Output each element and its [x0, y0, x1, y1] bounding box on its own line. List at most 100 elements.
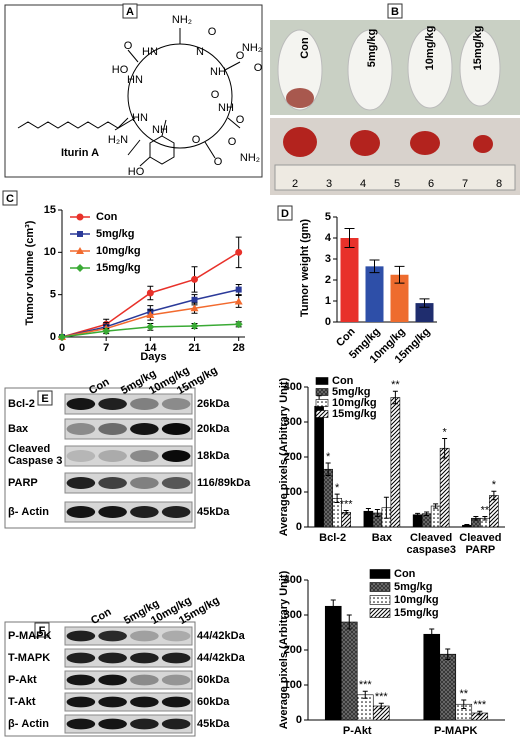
blot-band [98, 652, 127, 664]
marker [235, 286, 242, 293]
blot-band [130, 718, 159, 730]
atom-label: NH [210, 66, 226, 78]
panel-label-box [122, 3, 138, 19]
size-label: 18kDa [197, 450, 230, 462]
significance: ** [391, 379, 400, 391]
marker [146, 289, 154, 297]
error-bar [343, 510, 349, 515]
atom-label: HN [142, 46, 158, 58]
atom-label: O [228, 136, 237, 148]
atom-label: O [236, 50, 245, 62]
mice [277, 27, 501, 111]
bar [489, 495, 499, 528]
row-label: β- Actin [8, 718, 49, 730]
blot-band [130, 506, 159, 518]
size-label: 20kDa [197, 423, 230, 435]
panel-a-frame [4, 4, 263, 178]
blot-strip [64, 418, 193, 440]
row-label: T-Akt [8, 696, 36, 708]
blot-band [161, 506, 191, 518]
panel-label: C [6, 193, 14, 205]
error-bar [433, 503, 439, 509]
y-tick-label: 300 [284, 609, 302, 621]
lane-label: Con [89, 606, 114, 627]
atom-label: NH [152, 124, 168, 136]
atom-label: NH [218, 102, 234, 114]
error-bar [429, 628, 435, 640]
y-tick-label: 0 [296, 714, 302, 726]
mouse-label: 10mg/kg [424, 26, 436, 71]
legend-swatch [369, 569, 391, 579]
error-bar [419, 298, 430, 308]
ruler-number: 3 [326, 178, 332, 190]
ruler-number: 6 [428, 178, 434, 190]
x-tick-label: 14 [144, 342, 157, 354]
x-tick-label: P-Akt [342, 725, 372, 737]
blot-band [161, 630, 191, 642]
significance: * [335, 482, 340, 494]
legend-swatch [369, 608, 391, 618]
panel-label-box [37, 390, 53, 406]
panel-label-box [277, 205, 293, 221]
error-bar [334, 493, 340, 503]
y-axis-label: Average pixels (Arbitrary Unit) [278, 570, 290, 729]
blot-band [161, 674, 191, 686]
y-tick-label: 200 [284, 644, 302, 656]
blot-band [161, 718, 191, 730]
ruler-number: 7 [462, 178, 468, 190]
bar [340, 621, 358, 721]
tumors [283, 127, 493, 157]
error-bar [374, 509, 380, 517]
atom-label: O [254, 62, 263, 74]
y-tick-label: 4 [325, 232, 332, 244]
size-label: 116/89kDa [197, 477, 251, 489]
y-tick-label: 300 [284, 416, 302, 428]
error-bar [424, 511, 430, 516]
blot-e-frame [4, 387, 196, 529]
marker [76, 264, 84, 272]
panel-label: B [391, 6, 399, 18]
ruler-number: 2 [292, 178, 298, 190]
legend-label: 5mg/kg [332, 386, 371, 398]
significance: * [492, 479, 497, 491]
blot-band [66, 674, 96, 686]
y-tick-label: 100 [284, 679, 302, 691]
size-label: 60kDa [197, 696, 230, 708]
panel-label: F [39, 625, 46, 637]
bar [415, 303, 434, 322]
x-tick-label: 7 [103, 342, 109, 354]
blot-band [161, 696, 191, 708]
row-label: Cleaved Caspase 3 [8, 443, 63, 467]
error-bar [330, 599, 336, 614]
y-tick-label: 0 [50, 331, 56, 343]
blot-band [66, 477, 96, 489]
legend-swatch [315, 388, 329, 396]
x-tick-label: 28 [233, 342, 245, 354]
y-axis-label: Average pixels (Arbitrary Unit) [278, 377, 290, 536]
blot-band [66, 506, 96, 518]
significance: *** [340, 498, 354, 510]
blot-band [130, 674, 159, 686]
error-bar [346, 614, 352, 630]
significance: *** [359, 679, 373, 691]
compound-name: Iturin A [61, 147, 99, 159]
legend-swatch [315, 377, 329, 385]
legend-swatch [315, 410, 329, 418]
marker [190, 304, 199, 312]
error-bar [378, 702, 384, 710]
blot-band [161, 450, 191, 462]
blot-band [98, 398, 127, 410]
error-bar [464, 524, 470, 527]
y-tick-label: 200 [284, 451, 302, 463]
mouse-label: Con [299, 37, 311, 59]
marker [102, 327, 111, 336]
atom-label: O [192, 134, 201, 146]
blot-band [130, 423, 159, 435]
blot-band [130, 477, 159, 489]
size-label: 44/42kDa [197, 630, 245, 642]
error-bar [392, 390, 398, 405]
error-bar [477, 710, 483, 716]
size-label: 44/42kDa [197, 652, 245, 664]
size-label: 45kDa [197, 506, 230, 518]
row-label: Bcl-2 [8, 398, 35, 410]
